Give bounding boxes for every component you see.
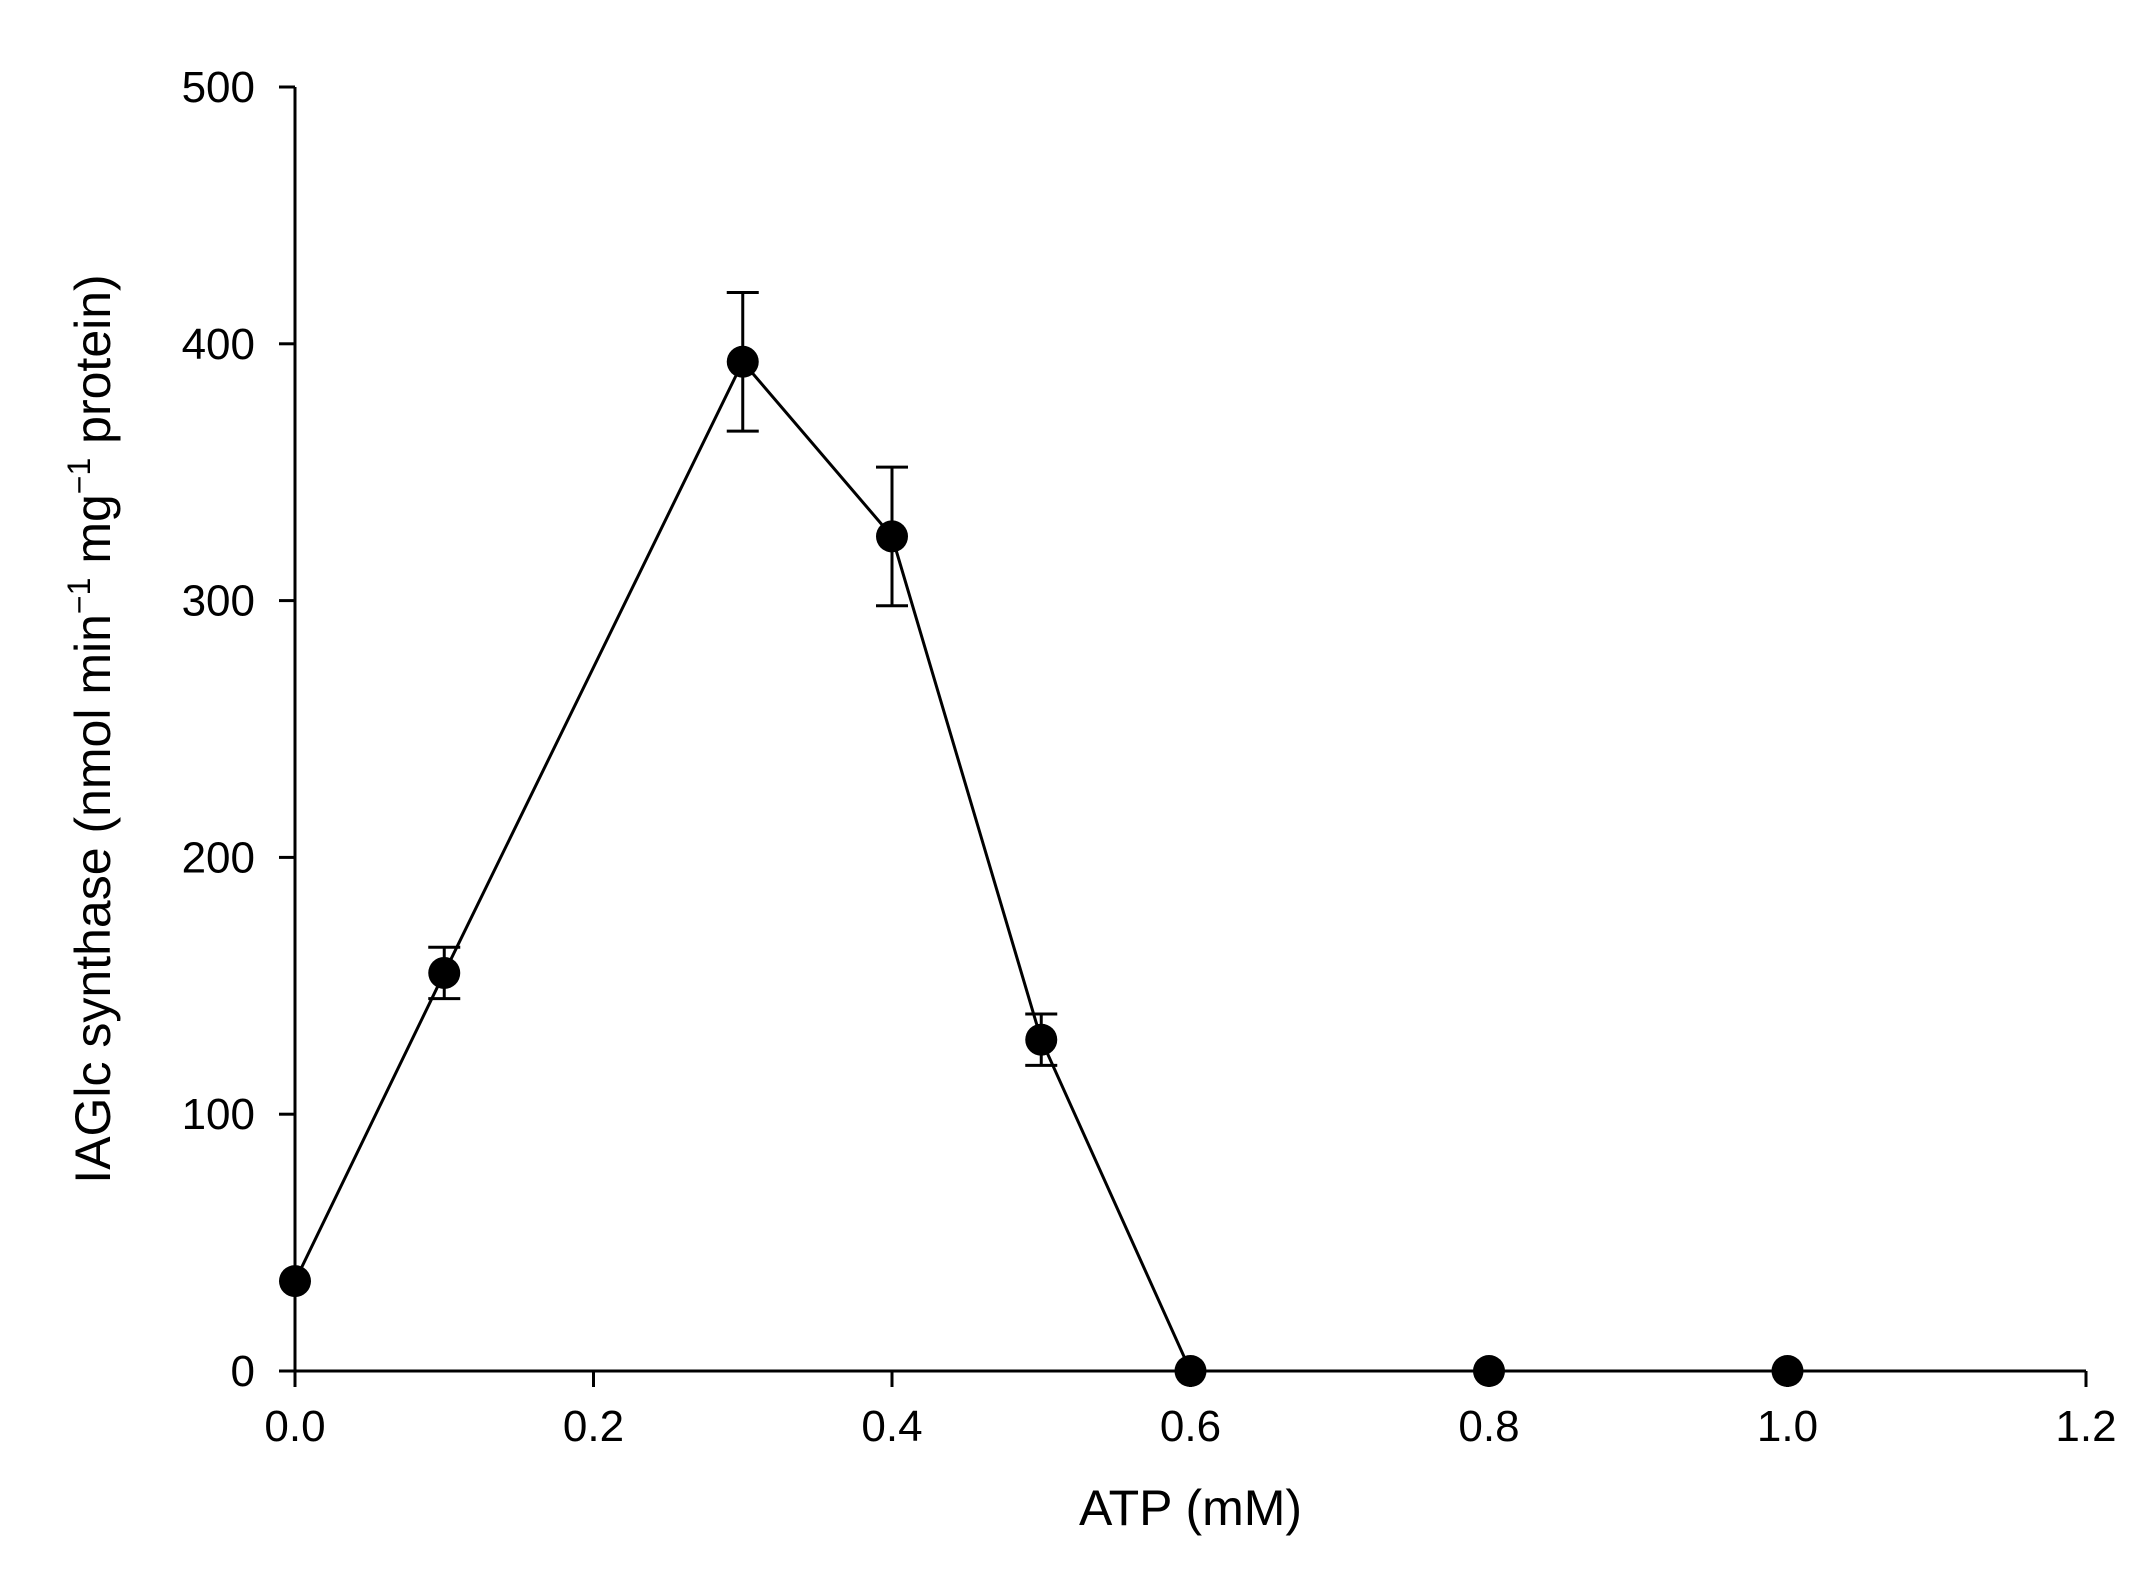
data-point	[726, 345, 759, 378]
x-tick-label: 0.8	[1458, 1402, 1519, 1451]
data-point	[279, 1265, 311, 1298]
y-axis-title-superscript: −1	[61, 458, 97, 494]
x-tick-label: 0.6	[1160, 1402, 1221, 1451]
series	[279, 290, 1804, 1387]
y-tick-label: 100	[182, 1090, 255, 1139]
y-tick-label: 200	[182, 833, 255, 882]
data-point	[1771, 1355, 1804, 1387]
data-point	[1473, 1355, 1505, 1387]
x-tick-label: 1.2	[2055, 1402, 2116, 1451]
ticks: 0.0 0.2 0.4 0.6 0.8 1.0 1.2 0 100 200 300 400 500	[182, 63, 2117, 1451]
y-axis-title: IAGlc synthase (nmol min−1 mg−1 protein)	[61, 274, 121, 1183]
data-point	[1025, 1023, 1058, 1056]
y-axis-title-superscript: −1	[61, 578, 97, 614]
y-tick-label: 300	[182, 577, 255, 626]
x-tick-label: 0.2	[563, 1402, 624, 1451]
data-point	[1174, 1355, 1207, 1387]
data-point	[428, 956, 461, 989]
y-tick-label: 500	[182, 63, 255, 112]
y-axis-title-part: IAGlc synthase (nmol min	[65, 614, 121, 1184]
y-tick-label: 0	[231, 1347, 255, 1396]
x-tick-label: 0.4	[861, 1402, 922, 1451]
x-tick-label: 0.0	[264, 1402, 325, 1451]
y-axis-title-part: protein)	[65, 274, 121, 457]
x-tick-label: 1.0	[1757, 1402, 1818, 1451]
series-line	[293, 359, 1788, 1373]
y-tick-label: 400	[182, 320, 255, 369]
y-axis-title-part: mg	[65, 494, 121, 577]
data-point	[876, 520, 908, 553]
x-axis-title: ATP (mM)	[1079, 1480, 1302, 1536]
